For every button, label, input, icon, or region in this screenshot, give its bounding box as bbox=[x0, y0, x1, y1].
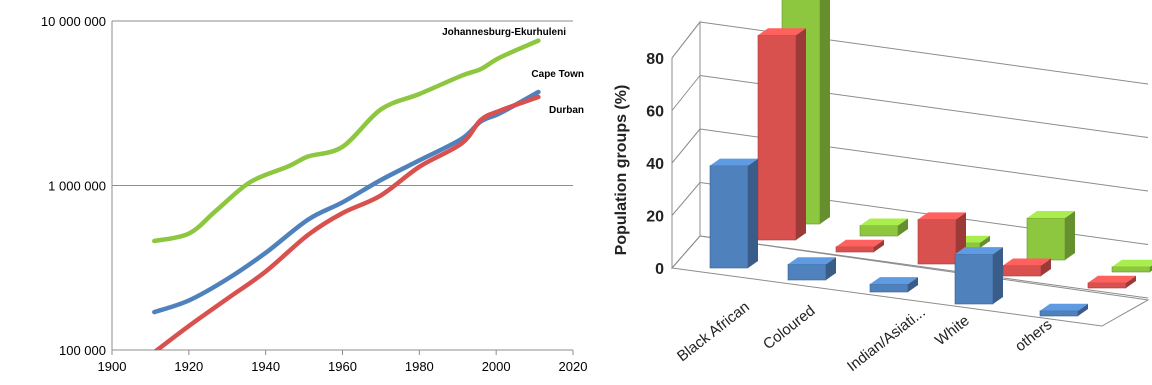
population-groups-3d-bar-chart: 0 20 40 60 80 Population groups (%) Black Afri… bbox=[613, 0, 1152, 375]
bar-side bbox=[874, 239, 884, 252]
bar-front bbox=[757, 34, 797, 241]
bar-front bbox=[1039, 310, 1079, 317]
y-axis-title: Population groups (%) bbox=[613, 85, 630, 256]
bar-front bbox=[1002, 265, 1042, 277]
bar-side bbox=[1065, 211, 1075, 260]
bar-front bbox=[787, 263, 827, 281]
side-gridline bbox=[671, 235, 701, 269]
bar-side bbox=[748, 158, 758, 268]
bar-side bbox=[826, 257, 836, 280]
y-tick-label: 60 bbox=[646, 104, 664, 121]
bar-top bbox=[1027, 211, 1075, 218]
bar-top bbox=[710, 158, 758, 166]
bar-top bbox=[758, 28, 806, 36]
x-category-label: others bbox=[1012, 316, 1055, 355]
x-tick-label: 1940 bbox=[251, 359, 280, 374]
bar-front bbox=[869, 283, 909, 293]
bar-top bbox=[1003, 258, 1051, 266]
bar-side bbox=[1041, 258, 1051, 276]
series-label: Cape Town bbox=[531, 69, 584, 80]
city-population-line-chart: 100 000 1 000 000 10 000 000 1900 1920 1940 19… bbox=[41, 14, 588, 374]
x-category-label: White bbox=[932, 312, 973, 349]
y-tick-label: 100 000 bbox=[59, 343, 106, 358]
y-tick-label: 1 000 000 bbox=[48, 179, 106, 194]
x-category-label: Coloured bbox=[760, 302, 818, 353]
bar-top bbox=[788, 257, 836, 265]
bar-front bbox=[859, 225, 899, 237]
x-tick-label: 2020 bbox=[559, 359, 588, 374]
bar-front bbox=[835, 246, 875, 253]
x-category-label: Black African bbox=[674, 298, 753, 365]
bar-side bbox=[980, 235, 990, 248]
bar-top bbox=[918, 212, 966, 220]
y-tick-label: 10 000 000 bbox=[41, 14, 106, 29]
bar-top bbox=[1040, 303, 1088, 311]
bar-side bbox=[908, 277, 918, 292]
bar-side bbox=[820, 0, 830, 224]
bar-front bbox=[954, 253, 994, 305]
bar-top bbox=[955, 247, 1003, 255]
bar-side bbox=[796, 28, 806, 240]
side-gridline bbox=[671, 21, 701, 59]
side-gridline bbox=[671, 75, 701, 111]
series-line-cape-town bbox=[152, 89, 541, 315]
bar-front bbox=[1111, 266, 1151, 273]
bar-front bbox=[709, 165, 749, 269]
y-tick-label: 0 bbox=[655, 261, 664, 278]
bar-top bbox=[860, 218, 908, 226]
y-tick-label: 20 bbox=[646, 209, 664, 226]
side-gridline bbox=[671, 128, 701, 164]
bar-top bbox=[870, 277, 918, 285]
x-tick-label: 1980 bbox=[405, 359, 434, 374]
bar-top bbox=[1088, 275, 1136, 283]
bar-side bbox=[1078, 303, 1088, 316]
x-category-label: Indian/Asiati... bbox=[844, 304, 929, 375]
bar-side bbox=[898, 218, 908, 236]
series-line-johannesburg-ekurhuleni bbox=[152, 38, 541, 244]
bar-front bbox=[1087, 282, 1127, 289]
floor-outline bbox=[671, 235, 1150, 327]
bar-side bbox=[1126, 275, 1136, 288]
bar-top bbox=[1112, 259, 1152, 267]
side-wall bbox=[671, 20, 701, 270]
bar-front bbox=[917, 219, 957, 265]
series-label: Durban bbox=[549, 105, 584, 116]
bar-top bbox=[836, 239, 884, 247]
series-line-durban bbox=[153, 94, 541, 350]
x-tick-label: 1900 bbox=[98, 359, 127, 374]
y-tick-label: 80 bbox=[646, 51, 664, 68]
bar-side bbox=[993, 247, 1003, 304]
y-tick-label: 40 bbox=[646, 156, 664, 173]
series-label: Johannesburg-Ekurhuleni bbox=[442, 27, 566, 38]
bar-front bbox=[1026, 217, 1066, 261]
x-tick-label: 2000 bbox=[482, 359, 511, 374]
side-gridline bbox=[671, 182, 701, 216]
x-tick-label: 1920 bbox=[174, 359, 203, 374]
x-tick-label: 1960 bbox=[328, 359, 357, 374]
